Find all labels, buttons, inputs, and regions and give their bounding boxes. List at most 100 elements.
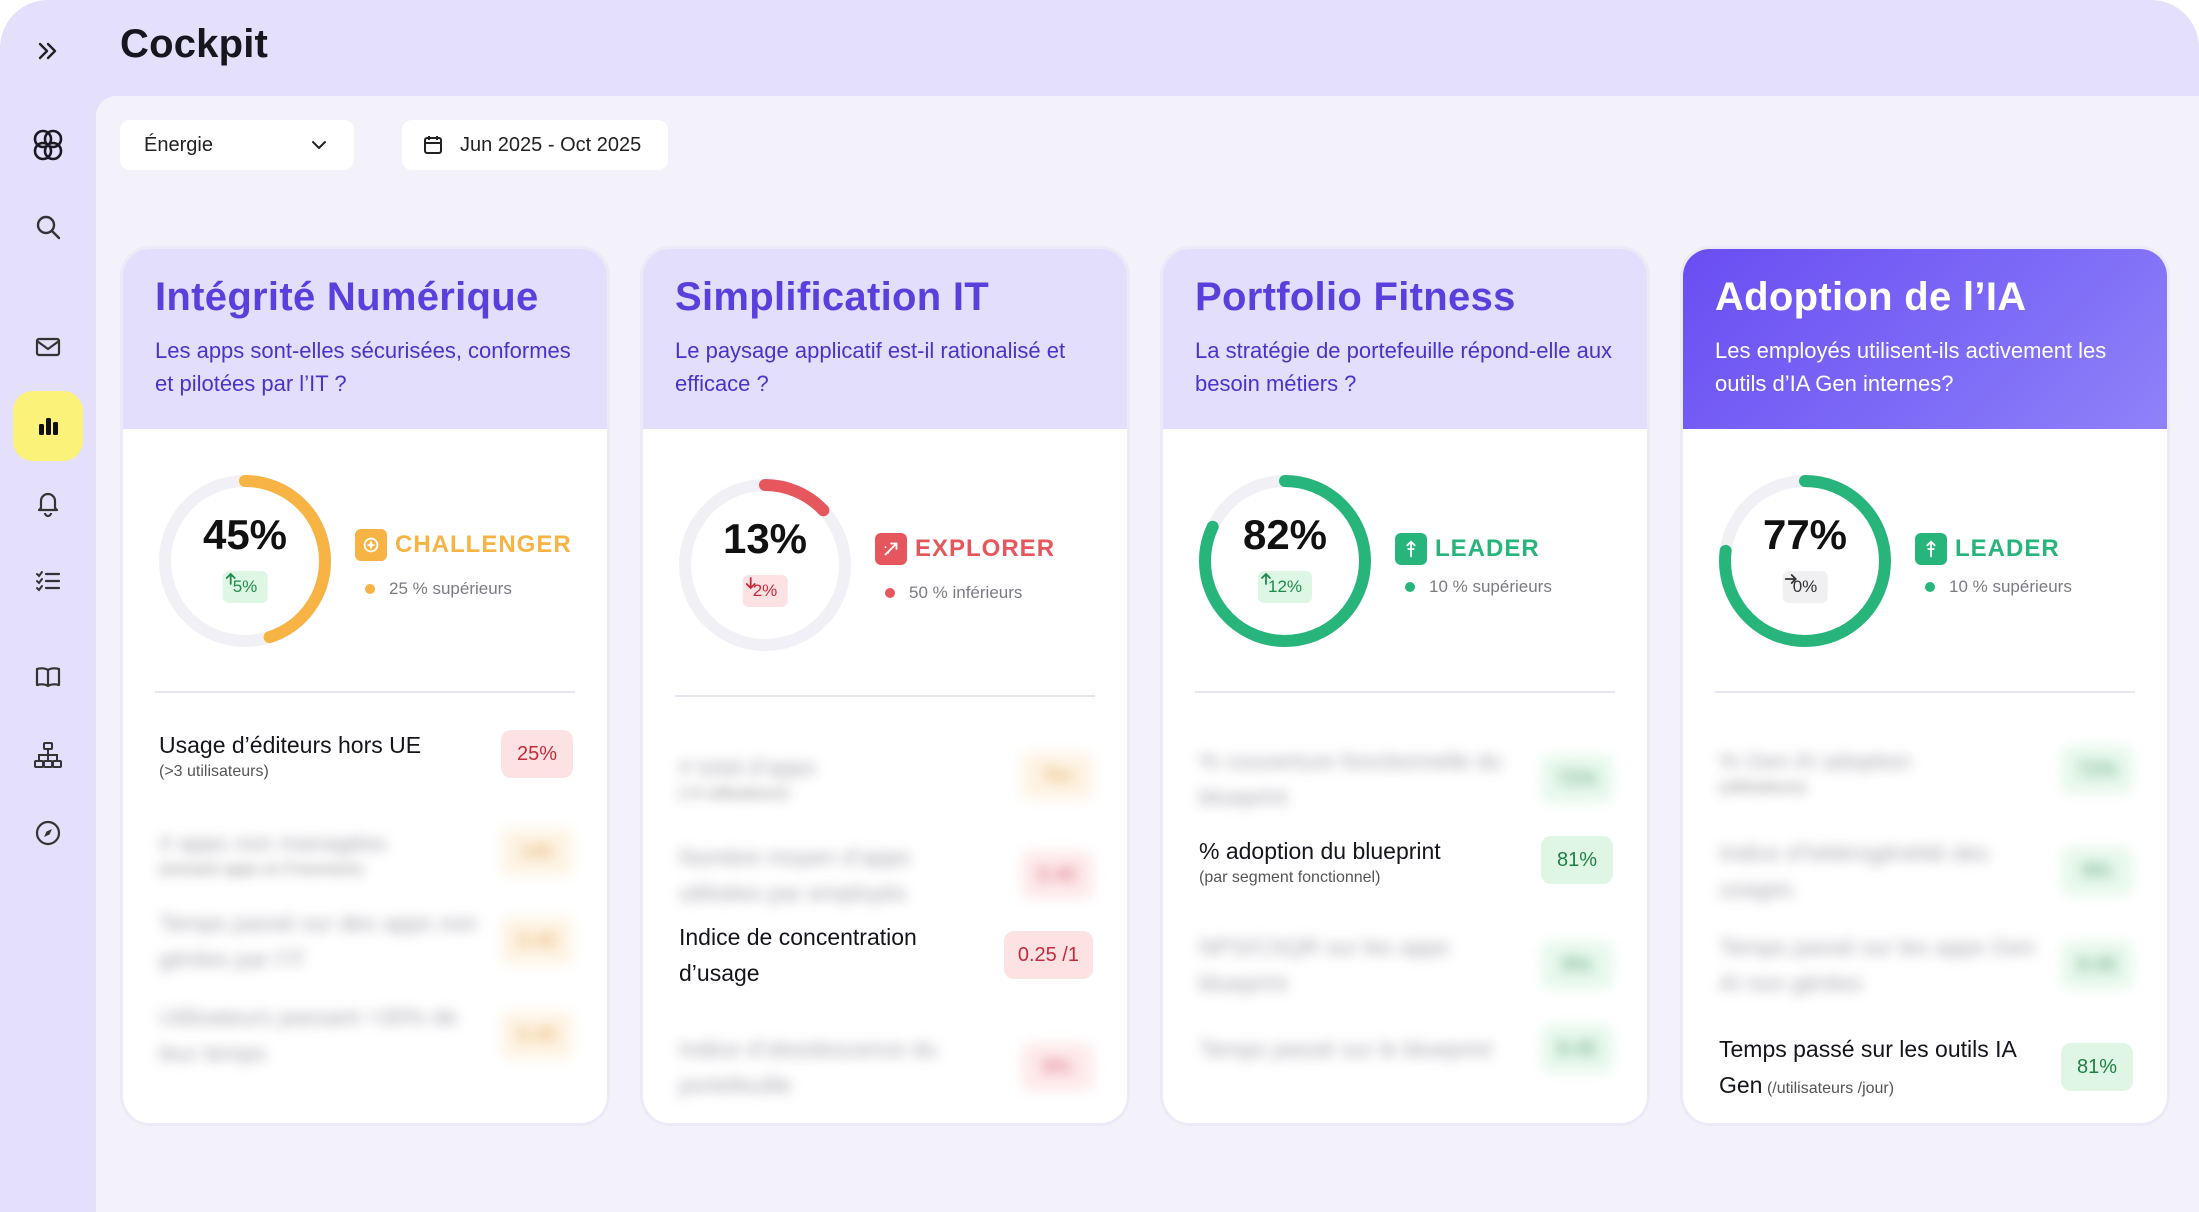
metric-label: % couverture fonctionnelle du blueprint xyxy=(1199,748,1503,810)
domain-select-value: Énergie xyxy=(144,133,213,156)
metric-row[interactable]: Indice de concentration d’usage 0.25 /1 xyxy=(679,919,1093,991)
metric-label: Indice d’obsolescence du portefeuille xyxy=(679,1036,938,1098)
book-icon[interactable] xyxy=(13,642,83,712)
rank-text: 25 % supérieurs xyxy=(389,579,512,598)
divider xyxy=(1715,691,2135,693)
gauge-arc xyxy=(1719,475,1891,647)
arrow-up-icon xyxy=(225,572,236,585)
domain-select[interactable]: Énergie xyxy=(120,120,354,170)
arrow-down-icon xyxy=(745,577,756,590)
score-value: 45% xyxy=(202,511,288,558)
metric-text: # apps non managées (incluant apps en Fr… xyxy=(159,825,387,879)
metric-value: 0.25 /1 xyxy=(1003,931,1093,979)
delta-badge: 12% xyxy=(1257,571,1313,603)
delta-badge: 0% xyxy=(1782,571,1828,603)
metric-text: Temps passé sur les outils IA Gen (/util… xyxy=(1719,1031,2059,1103)
metric-row: Temps passé sur des apps non gérées par … xyxy=(159,905,573,977)
metric-row: Nombre moyen d’apps utilisées par employ… xyxy=(679,839,1093,911)
metric-row: NPS/CSQR sur les apps blueprint 8% xyxy=(1199,929,1613,1001)
card-header: Simplification IT Le paysage applicatif … xyxy=(643,249,1127,429)
rank-label: 25 % supérieurs xyxy=(365,579,512,599)
level-text: CHALLENGER xyxy=(395,531,572,558)
mail-icon[interactable] xyxy=(13,312,83,382)
date-range-picker[interactable]: Jun 2025 - Oct 2025 xyxy=(402,120,668,170)
arrow-up-icon xyxy=(1261,572,1271,585)
metric-value: 25% xyxy=(501,730,573,778)
delta-value: 2% xyxy=(752,581,778,600)
level-text: LEADER xyxy=(1435,535,1540,562)
metric-row: # total d’apps (>3 utilisateurs) 7kn xyxy=(679,749,1093,803)
rank-label: 10 % supérieurs xyxy=(1925,577,2072,597)
card-portfolio-fitness[interactable]: Portfolio Fitness La stratégie de portef… xyxy=(1160,246,1650,1126)
page-title: Cockpit xyxy=(120,22,269,66)
card-simplification-it[interactable]: Simplification IT Le paysage applicatif … xyxy=(640,246,1130,1126)
delta-value: 5% xyxy=(232,577,258,596)
metric-text: % adoption du blueprint (par segment fon… xyxy=(1199,833,1441,887)
gauge-arc xyxy=(679,479,851,651)
arrow-right-icon xyxy=(1784,574,1797,584)
metric-label: % adoption du blueprint xyxy=(1199,838,1441,864)
metric-value: 81% xyxy=(1541,836,1613,884)
metric-label: Usage d’éditeurs hors UE xyxy=(159,732,422,758)
logo-icon[interactable] xyxy=(13,110,83,180)
level-text: EXPLORER xyxy=(915,535,1056,562)
card-adoption-ia[interactable]: Adoption de l’IA Les employés utilisent-… xyxy=(1680,246,2170,1126)
hierarchy-icon[interactable] xyxy=(13,720,83,790)
metric-text: # total d’apps (>3 utilisateurs) xyxy=(679,749,816,803)
checklist-icon[interactable] xyxy=(13,546,83,616)
score-value: 82% xyxy=(1242,511,1328,558)
metric-value: 72% xyxy=(1541,755,1613,803)
card-subtitle: Les employés utilisent-ils activement le… xyxy=(1715,338,2107,396)
metric-label: NPS/CSQR sur les apps blueprint xyxy=(1199,934,1450,996)
score-value: 77% xyxy=(1762,511,1848,558)
metric-sub: (incluant apps en Freemium) xyxy=(159,861,363,878)
metric-row: Indice d’hétérogénéité des usages 8% xyxy=(1719,835,2133,907)
metric-row: Temps passé sur le blueprint 8.45 xyxy=(1199,1025,1613,1073)
card-title: Intégrité Numérique xyxy=(155,275,539,319)
divider xyxy=(155,691,575,693)
metric-row: % couverture fonctionnelle du blueprint … xyxy=(1199,743,1613,815)
divider xyxy=(675,695,1095,697)
metric-value: 9% xyxy=(1021,1043,1093,1091)
metric-label: # apps non managées xyxy=(159,830,387,856)
score-gauge: 82% 12% xyxy=(1195,471,1375,651)
metric-label: Nombre moyen d’apps utilisées par employ… xyxy=(679,844,911,906)
metric-sub: (/utilisateurs /jour) xyxy=(1766,1080,1895,1097)
rank-text: 10 % supérieurs xyxy=(1429,577,1552,596)
metric-label: # total d’apps xyxy=(679,754,816,780)
metric-value: 0.45 xyxy=(501,917,573,965)
metric-row: # apps non managées (incluant apps en Fr… xyxy=(159,825,573,879)
card-subtitle: Le paysage applicatif est-il rationalisé… xyxy=(675,338,1066,396)
metric-label: Indice d’hétérogénéité des usages xyxy=(1719,840,1989,902)
metric-row: Temps passé sur les apps Gen AI non géré… xyxy=(1719,929,2133,1001)
score-gauge: 13% 2% xyxy=(675,475,855,655)
metric-text: % Gen AI adoption (utilisateurs) xyxy=(1719,743,1911,797)
metric-row[interactable]: Usage d’éditeurs hors UE (>3 utilisateur… xyxy=(159,727,573,781)
metric-row: % Gen AI adoption (utilisateurs) 72% xyxy=(1719,743,2133,797)
metric-sub: (>3 utilisateurs) xyxy=(679,785,789,802)
card-integrite-numerique[interactable]: Intégrité Numérique Les apps sont-elles … xyxy=(120,246,610,1126)
search-icon[interactable] xyxy=(13,192,83,262)
rank-dot xyxy=(1405,582,1415,592)
delta-value: 0% xyxy=(1792,577,1818,596)
metric-value: 0.45 xyxy=(1021,851,1093,899)
bell-icon[interactable] xyxy=(13,468,83,538)
leader-icon xyxy=(1915,533,1947,565)
gauge-arc xyxy=(159,475,331,647)
metric-label: % Gen AI adoption xyxy=(1719,748,1911,774)
metric-value: 8.45 xyxy=(2061,941,2133,989)
metric-value: 8.45 xyxy=(1541,1025,1613,1073)
challenger-icon xyxy=(355,529,387,561)
chart-icon[interactable] xyxy=(13,391,83,461)
rank-dot xyxy=(1925,582,1935,592)
score-gauge: 45% 5% xyxy=(155,471,335,651)
card-subtitle: Les apps sont-elles sécurisées, conforme… xyxy=(155,338,571,396)
delta-badge: 2% xyxy=(742,575,788,607)
metric-row[interactable]: % adoption du blueprint (par segment fon… xyxy=(1199,833,1613,887)
metric-row[interactable]: Temps passé sur les outils IA Gen (/util… xyxy=(1719,1031,2133,1103)
expand-icon[interactable] xyxy=(13,16,83,86)
compass-icon[interactable] xyxy=(13,798,83,868)
level-label: LEADER xyxy=(1915,533,2060,565)
metric-label: Temps passé sur les outils IA Gen xyxy=(1719,1036,2016,1098)
